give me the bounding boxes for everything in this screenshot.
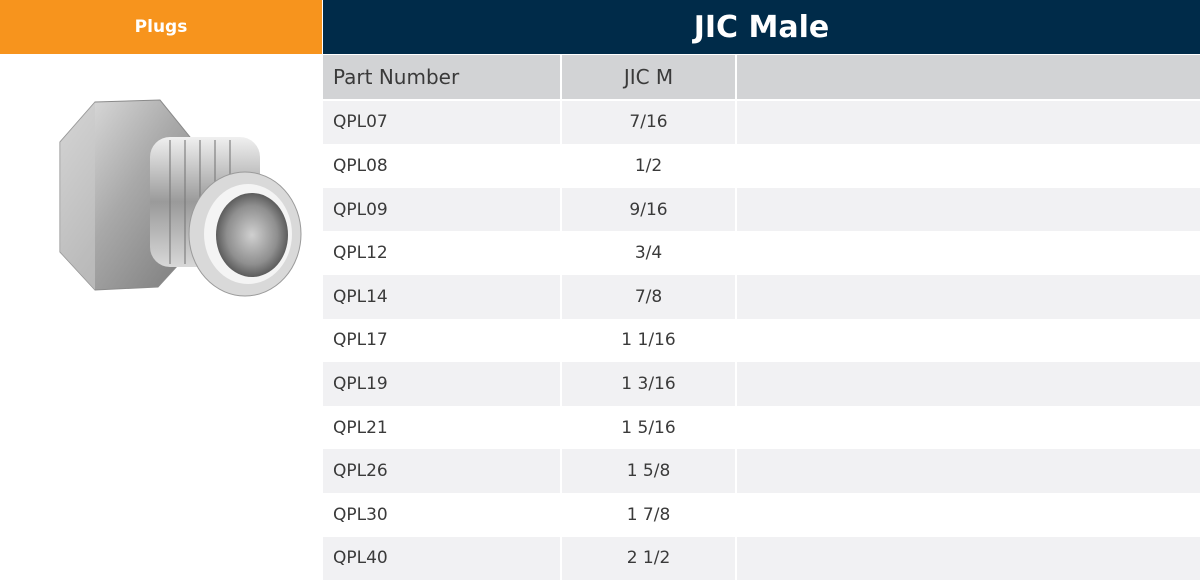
empty-cell [736,274,1200,319]
part-number-cell: QPL07 [323,99,562,145]
empty-cell [736,187,1200,232]
column-header-jic-m: JIC M [561,55,737,100]
table-header-row: Part Number JIC M [323,55,1200,100]
table-row: QPL21 1 5/16 [323,405,1200,450]
table-row: QPL30 1 7/8 [323,492,1200,537]
jic-m-size-cell: 1 5/16 [561,405,737,450]
part-number-cell: QPL30 [323,492,562,537]
part-number-cell: QPL26 [323,449,562,493]
part-number-cell: QPL12 [323,231,562,275]
part-number-cell: QPL19 [323,362,562,406]
part-number-cell: QPL21 [323,405,562,450]
empty-cell [736,318,1200,363]
empty-cell [736,536,1200,580]
table-row: QPL14 7/8 [323,274,1200,319]
part-number-cell: QPL09 [323,187,562,232]
empty-cell [736,405,1200,450]
jic-m-size-cell: 2 1/2 [561,536,737,580]
jic-m-size-cell: 3/4 [561,231,737,275]
jic-m-size-cell: 1 1/16 [561,318,737,363]
category-tab-label: Plugs [134,17,188,37]
empty-cell [736,231,1200,275]
jic-m-size-cell: 7/16 [561,99,737,145]
table-row: QPL07 7/16 [323,99,1200,145]
jic-m-size-cell: 7/8 [561,274,737,319]
category-tab-plugs[interactable]: Plugs [0,0,322,54]
spec-table: Part Number JIC M QPL07 7/16 QPL08 1/2 QPL09… [323,55,1200,580]
column-header-part-number: Part Number [323,55,562,100]
part-number-cell: QPL08 [323,144,562,188]
table-row: QPL26 1 5/8 [323,449,1200,493]
jic-m-size-cell: 9/16 [561,187,737,232]
empty-cell [736,144,1200,188]
empty-cell [736,492,1200,537]
jic-m-size-cell: 1 3/16 [561,362,737,406]
jic-m-size-cell: 1 5/8 [561,449,737,493]
part-number-cell: QPL40 [323,536,562,580]
part-number-cell: QPL14 [323,274,562,319]
table-row: QPL19 1 3/16 [323,362,1200,406]
column-header-empty [736,55,1200,100]
table-row: QPL17 1 1/16 [323,318,1200,363]
jic-m-size-cell: 1 7/8 [561,492,737,537]
empty-cell [736,362,1200,406]
page-title-bar: JIC Male [323,0,1200,54]
jic-m-size-cell: 1/2 [561,144,737,188]
empty-cell [736,99,1200,145]
empty-cell [736,449,1200,493]
page-title: JIC Male [693,9,830,45]
part-number-cell: QPL17 [323,318,562,363]
table-row: QPL12 3/4 [323,231,1200,275]
table-row: QPL08 1/2 [323,144,1200,188]
jic-male-plug-fitting-image [59,99,302,297]
table-row: QPL40 2 1/2 [323,536,1200,580]
table-row: QPL09 9/16 [323,187,1200,232]
